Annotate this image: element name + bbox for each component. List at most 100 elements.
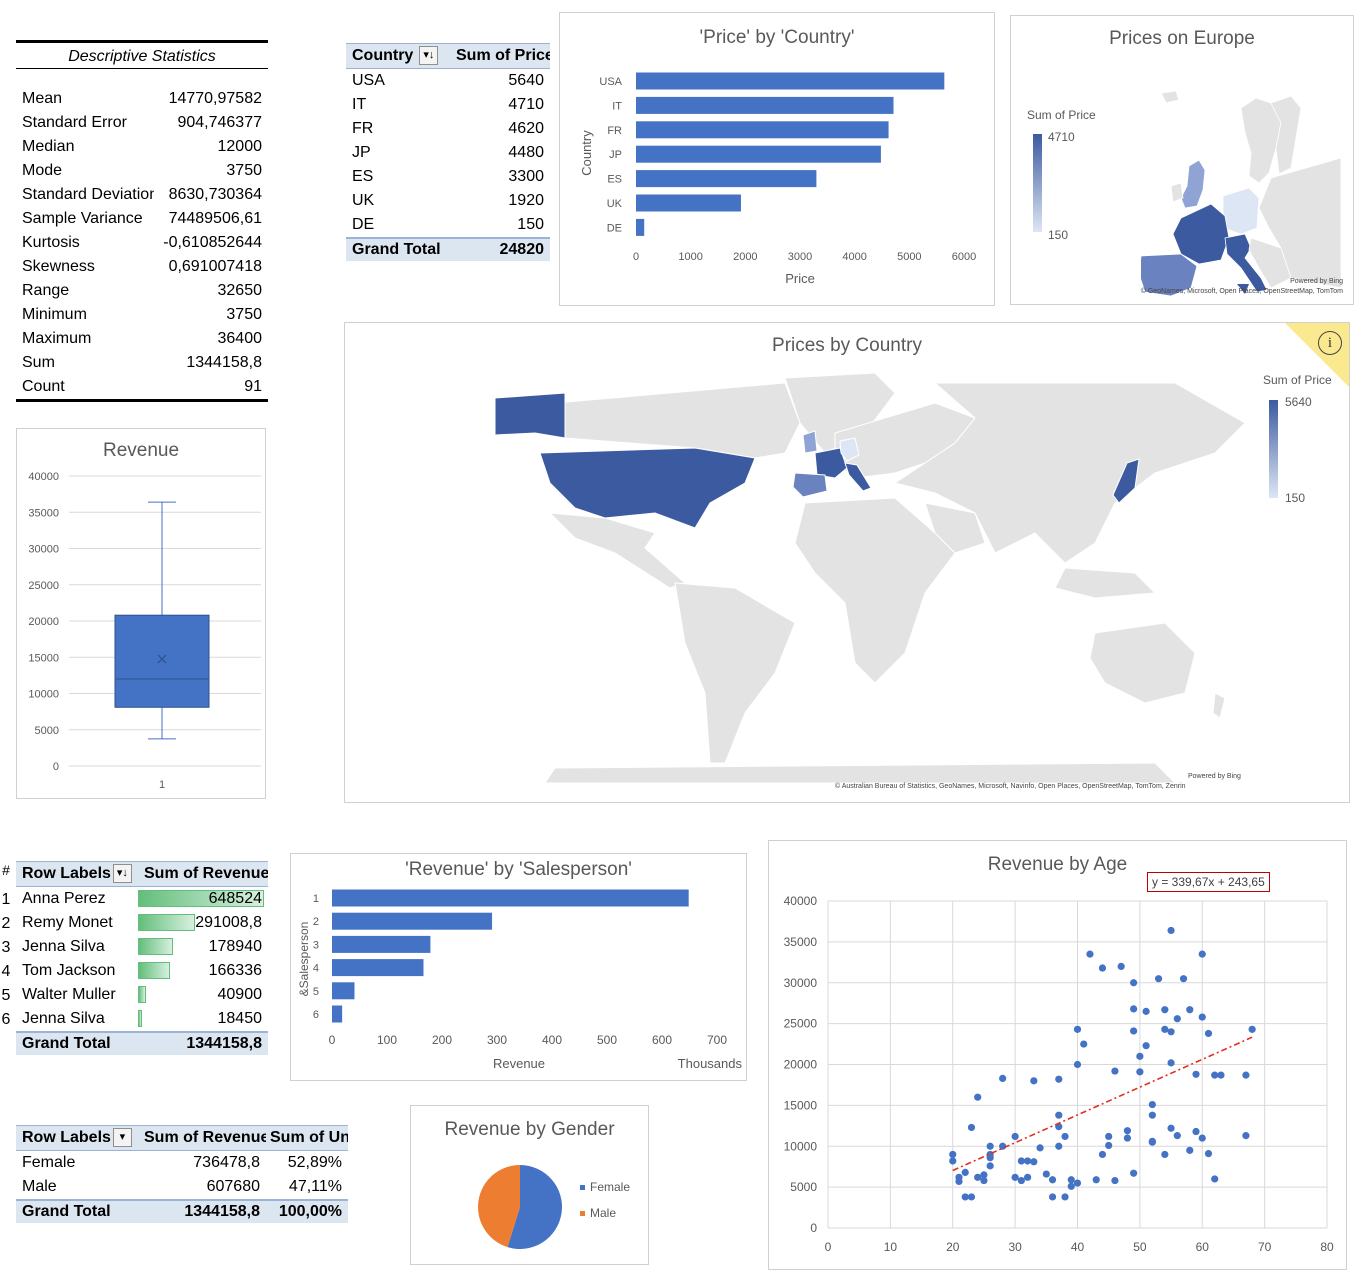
pivot-row[interactable]: Jenna Silva 178940 [16,935,268,959]
data-point[interactable] [1186,1146,1194,1154]
data-point[interactable] [1024,1157,1032,1165]
bar[interactable] [636,96,894,114]
data-point[interactable] [1073,1025,1082,1033]
data-point[interactable] [1061,1132,1069,1141]
data-point[interactable] [1211,1175,1219,1183]
header-sum-of-price[interactable]: Sum of Price [456,47,550,64]
data-point[interactable] [1130,1169,1138,1177]
pivot-row[interactable]: Remy Monet 291008,8 [16,911,268,935]
data-point[interactable] [1198,1134,1206,1142]
data-point[interactable] [1198,950,1206,958]
data-point[interactable] [949,1157,957,1165]
data-point[interactable] [1167,926,1175,935]
data-point[interactable] [967,1193,976,1201]
pivot-row[interactable]: ES 3300 [346,165,550,189]
data-point[interactable] [1167,1059,1175,1067]
data-point[interactable] [974,1093,982,1101]
chart-revenue-by-gender[interactable]: Revenue by Gender Female Male [410,1105,649,1265]
data-point[interactable] [1017,1157,1025,1165]
chart-revenue-boxplot[interactable]: Revenue 0 5000 10000 15000 20000 25000 30000 35… [16,428,266,799]
data-point[interactable] [1024,1173,1032,1181]
data-point[interactable] [986,1162,994,1170]
data-point[interactable] [1048,1193,1057,1201]
pivot-row[interactable]: FR 4620 [346,117,550,141]
map-prices-by-country[interactable]: Prices by Country i Sum of Price 5640 15… [344,322,1350,803]
filter-button[interactable]: ▾ [112,1128,132,1148]
data-point[interactable] [1130,1005,1138,1013]
data-point[interactable] [1098,1150,1107,1159]
pie-slice[interactable] [478,1165,520,1248]
bar[interactable] [332,982,355,1000]
data-point[interactable] [1186,1006,1194,1014]
filter-sort-button[interactable]: ▾↓ [419,46,439,66]
data-point[interactable] [1061,1193,1069,1201]
data-point[interactable] [961,1168,969,1177]
data-point[interactable] [1123,1127,1131,1135]
bar[interactable] [332,935,431,953]
bar[interactable] [332,912,493,930]
data-point[interactable] [1130,1027,1138,1035]
data-point[interactable] [1017,1176,1025,1185]
header-sum-of-revenue[interactable]: Sum of Revenue [144,865,268,882]
data-point[interactable] [1148,1138,1156,1146]
data-point[interactable] [1248,1025,1256,1033]
pivot-row[interactable]: Jenna Silva 18450 [16,1007,268,1031]
data-point[interactable] [1179,975,1188,983]
pivot-row[interactable]: UK 1920 [346,189,550,213]
pie-slice[interactable] [507,1165,562,1249]
data-point[interactable] [999,1074,1007,1082]
data-point[interactable] [1148,1111,1156,1119]
data-point[interactable] [1198,1013,1206,1021]
bar[interactable] [636,121,889,139]
data-point[interactable] [1036,1144,1044,1152]
data-point[interactable] [1105,1132,1113,1141]
data-point[interactable] [1217,1071,1225,1079]
pivot-row[interactable]: Male 607680 47,11% [16,1175,348,1199]
data-point[interactable] [1161,1025,1169,1033]
data-point[interactable] [1030,1158,1038,1166]
data-point[interactable] [1055,1142,1063,1150]
data-point[interactable] [980,1171,988,1179]
info-icon[interactable]: i [1318,331,1342,355]
data-point[interactable] [1192,1070,1200,1078]
bar[interactable] [636,72,945,90]
data-point[interactable] [1092,1176,1100,1184]
data-point[interactable] [1242,1071,1250,1079]
data-point[interactable] [1117,962,1125,970]
data-point[interactable] [1204,1150,1213,1158]
data-point[interactable] [1011,1173,1019,1181]
bar[interactable] [636,170,817,188]
chart-price-by-country[interactable]: 'Price' by 'Country' USA IT FR JP ES UK DE 0 100… [559,12,995,306]
chart-revenue-by-age[interactable]: Revenue by Age y = 339,67x + 243,65 0 500… [768,840,1347,1270]
data-point[interactable] [1123,1134,1131,1142]
data-point[interactable] [1073,1060,1082,1069]
data-point[interactable] [1055,1075,1063,1083]
bar[interactable] [332,1005,343,1023]
pivot-row[interactable]: Tom Jackson 166336 [16,959,268,983]
pivot-row[interactable]: IT 4710 [346,93,550,117]
data-point[interactable] [1030,1077,1038,1085]
data-point[interactable] [949,1150,957,1159]
pivot-row[interactable]: DE 150 [346,213,550,237]
pivot-row[interactable]: Walter Muller 40900 [16,983,268,1007]
bar[interactable] [636,194,741,212]
box[interactable] [114,614,210,708]
data-point[interactable] [955,1177,963,1186]
data-point[interactable] [1173,1015,1181,1023]
chart-revenue-by-salesperson[interactable]: 'Revenue' by 'Salesperson' 1 2 3 4 5 6 0 100 200… [290,853,747,1081]
data-point[interactable] [1130,979,1138,987]
data-point[interactable] [1067,1182,1075,1190]
data-point[interactable] [961,1193,969,1201]
data-point[interactable] [1080,1040,1088,1048]
header-sum-of-revenue[interactable]: Sum of Revenue [144,1129,266,1146]
data-point[interactable] [1154,975,1163,983]
data-point[interactable] [1048,1176,1057,1184]
data-point[interactable] [1055,1111,1063,1119]
pivot-row[interactable]: Anna Perez 648524 [16,887,268,911]
bar[interactable] [332,889,689,907]
data-point[interactable] [1211,1071,1219,1079]
pivot-row[interactable]: USA 5640 [346,69,550,93]
data-point[interactable] [1136,1068,1144,1076]
data-point[interactable] [1105,1141,1113,1150]
data-point[interactable] [1042,1170,1050,1178]
